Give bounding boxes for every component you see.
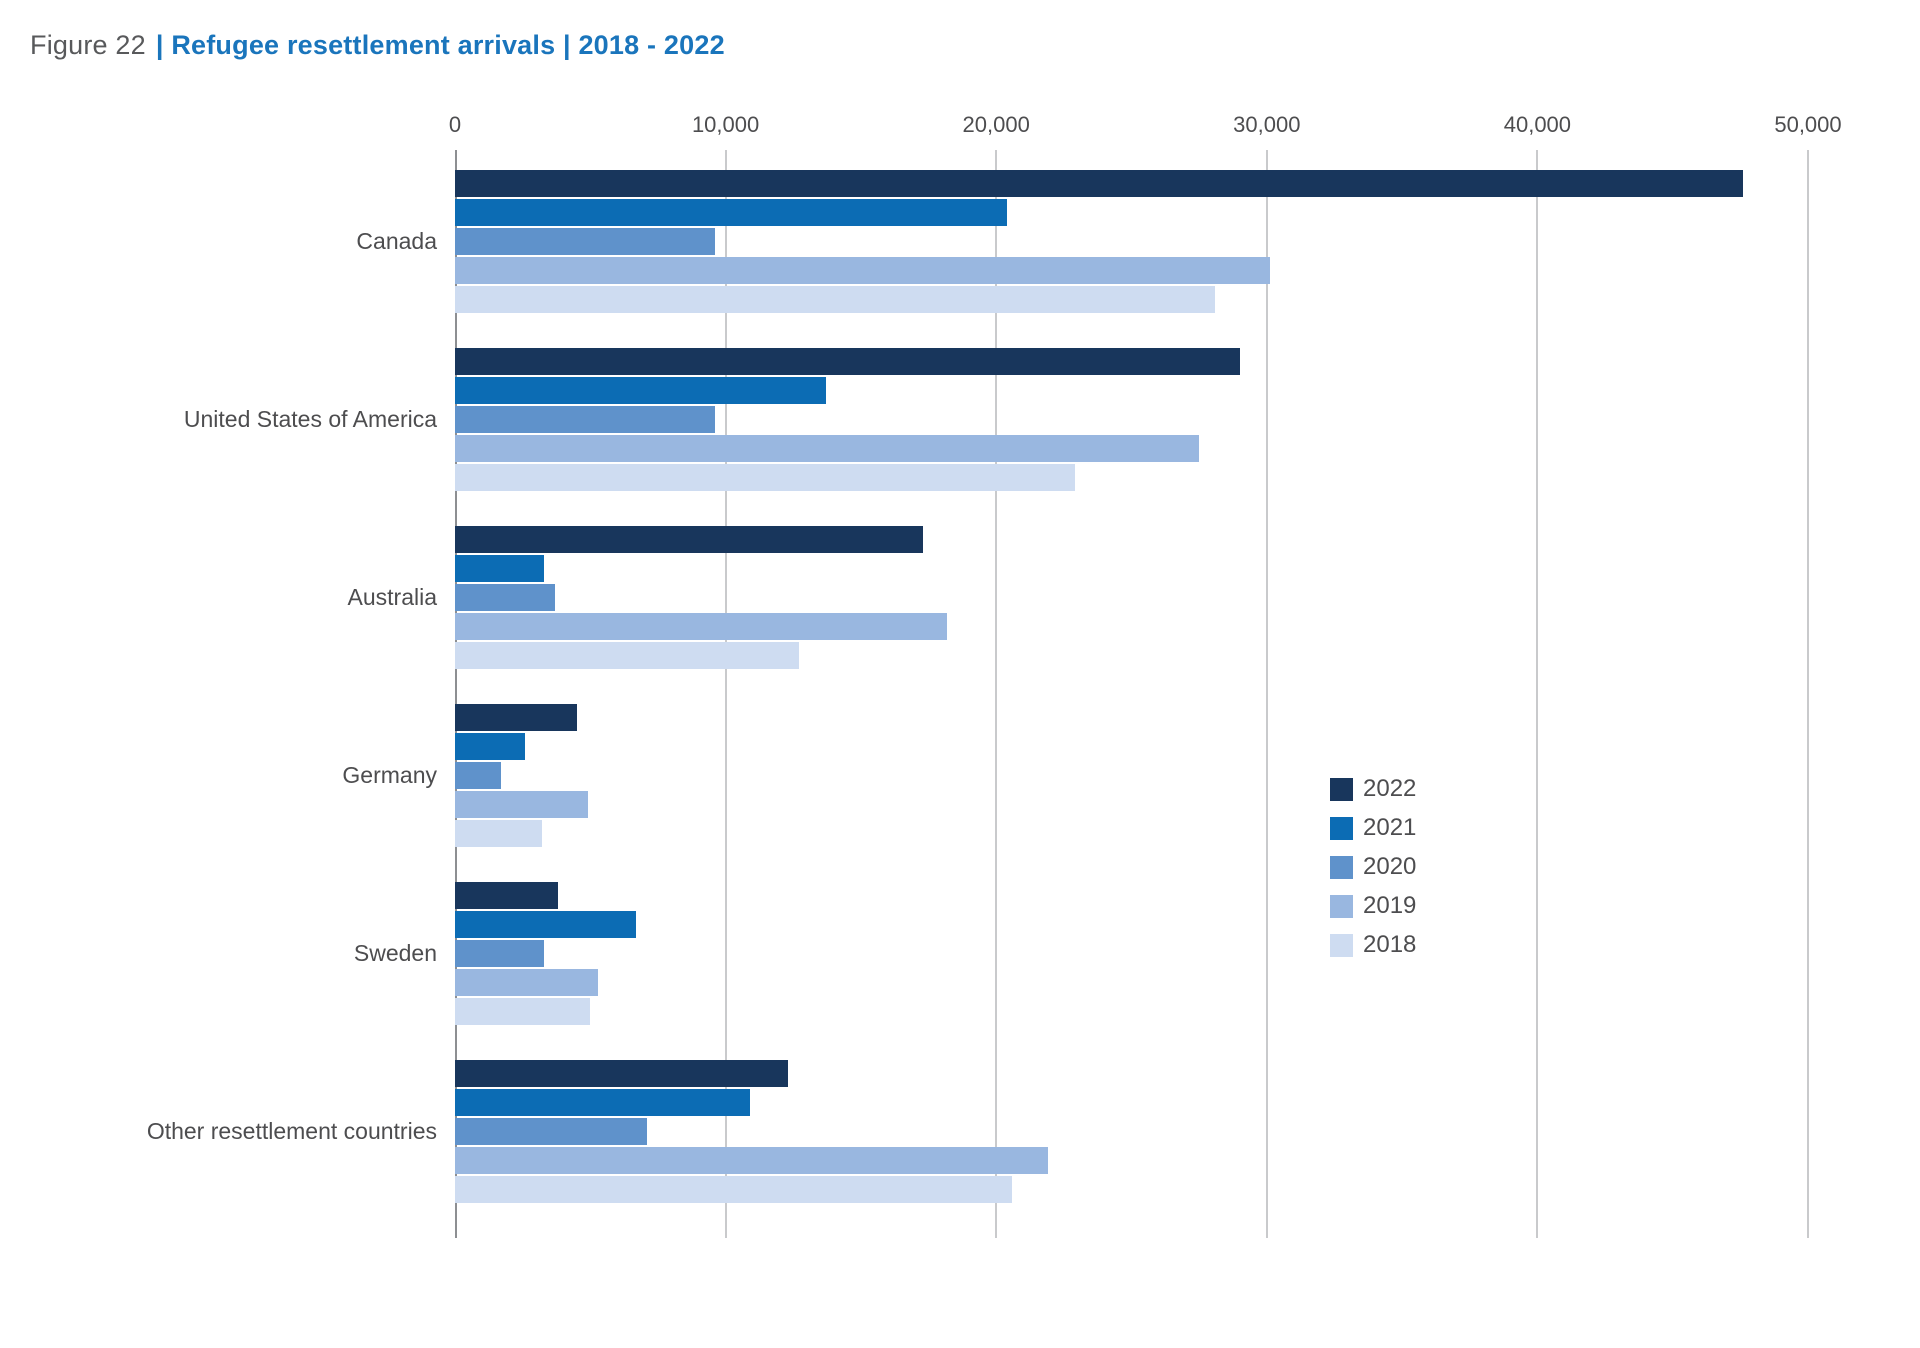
category-label: United States of America — [183, 406, 437, 432]
bar-2021 — [455, 1089, 750, 1116]
bar-2020 — [455, 584, 556, 611]
gridline — [995, 150, 998, 1238]
figure-number: Figure 22 — [30, 30, 146, 60]
bar-2021 — [455, 377, 826, 404]
gridline — [1807, 150, 1809, 1238]
bar-group: Sweden — [0, 882, 1808, 1025]
bar-groups: Canada United States of America Australia G… — [0, 170, 1808, 1238]
x-axis-tick-label: 50,000 — [1774, 112, 1842, 137]
bar-2018 — [455, 1176, 1013, 1203]
bar-group: Australia — [0, 526, 1808, 669]
legend-item: 2020 — [1330, 853, 1416, 881]
bar-2021 — [455, 911, 637, 938]
legend: 2022 2021 2020 2019 2018 — [1330, 775, 1416, 970]
bar-2022 — [455, 1060, 788, 1087]
bar-2020 — [455, 406, 715, 433]
bar-group: Germany — [0, 704, 1808, 847]
bar-group: Other resettlement countries — [0, 1060, 1808, 1203]
x-axis-tick-label: 20,000 — [962, 112, 1030, 137]
bar-2019 — [455, 791, 588, 818]
category-label: Canada — [356, 228, 437, 254]
legend-label: 2020 — [1363, 853, 1417, 880]
bar-group: Canada — [0, 170, 1808, 313]
bar-2019 — [455, 613, 948, 640]
bar-2022 — [455, 170, 1744, 197]
bar-2018 — [455, 642, 799, 669]
legend-swatch — [1330, 855, 1353, 879]
gridline — [724, 150, 727, 1238]
legend-label: 2021 — [1363, 814, 1417, 841]
legend-swatch — [1330, 777, 1353, 801]
bar-stack — [455, 882, 1808, 1025]
bar-2020 — [455, 228, 715, 255]
x-axis-tick-label: 30,000 — [1233, 112, 1301, 137]
bar-stack — [455, 1060, 1808, 1203]
bar-2019 — [455, 969, 599, 996]
bar-2019 — [455, 1147, 1048, 1174]
legend-item: 2021 — [1330, 814, 1416, 842]
bar-2020 — [455, 940, 545, 967]
legend-item: 2019 — [1330, 892, 1416, 920]
bar-2019 — [455, 257, 1270, 284]
bar-2018 — [455, 286, 1216, 313]
category-label: Sweden — [353, 940, 437, 966]
gridline — [1265, 150, 1268, 1238]
legend-swatch — [1330, 933, 1353, 957]
bar-2022 — [455, 526, 924, 553]
bar-2020 — [455, 1118, 648, 1145]
legend-swatch — [1330, 894, 1353, 918]
legend-label: 2018 — [1363, 931, 1417, 958]
bar-stack — [455, 348, 1808, 491]
bar-2022 — [455, 882, 558, 909]
figure-title-text: | Refugee resettlement arrivals | 2018 -… — [155, 30, 725, 60]
bar-stack — [455, 170, 1808, 313]
bar-stack — [455, 704, 1808, 847]
figure-title: Figure 22 | Refugee resettlement arrivals… — [30, 30, 725, 61]
x-axis-tick-label: 10,000 — [691, 112, 760, 137]
plot-area — [455, 150, 1809, 1238]
bar-2021 — [455, 555, 545, 582]
bar-2019 — [455, 435, 1200, 462]
category-label: Germany — [342, 762, 437, 788]
gridline — [1536, 150, 1539, 1238]
category-label: Other resettlement countries — [146, 1118, 437, 1144]
bar-group: United States of America — [0, 348, 1808, 491]
bar-2020 — [455, 762, 501, 789]
category-label: Australia — [347, 584, 437, 610]
bar-2018 — [455, 820, 542, 847]
bar-2018 — [455, 464, 1075, 491]
bar-2022 — [455, 348, 1240, 375]
bar-2021 — [455, 733, 526, 760]
x-axis-tick-label: 0 — [448, 112, 462, 137]
bar-2022 — [455, 704, 577, 731]
x-axis: 0 10,000 20,000 30,000 40,000 50,000 — [449, 112, 1842, 142]
legend-label: 2019 — [1363, 892, 1417, 919]
bar-2021 — [455, 199, 1008, 226]
y-axis-line — [455, 150, 457, 1238]
legend-item: 2018 — [1330, 931, 1416, 959]
legend-label: 2022 — [1363, 775, 1417, 802]
legend-swatch — [1330, 816, 1353, 840]
bar-2018 — [455, 998, 591, 1025]
legend-item: 2022 — [1330, 775, 1416, 803]
bar-stack — [455, 526, 1808, 669]
x-axis-tick-label: 40,000 — [1503, 112, 1572, 137]
